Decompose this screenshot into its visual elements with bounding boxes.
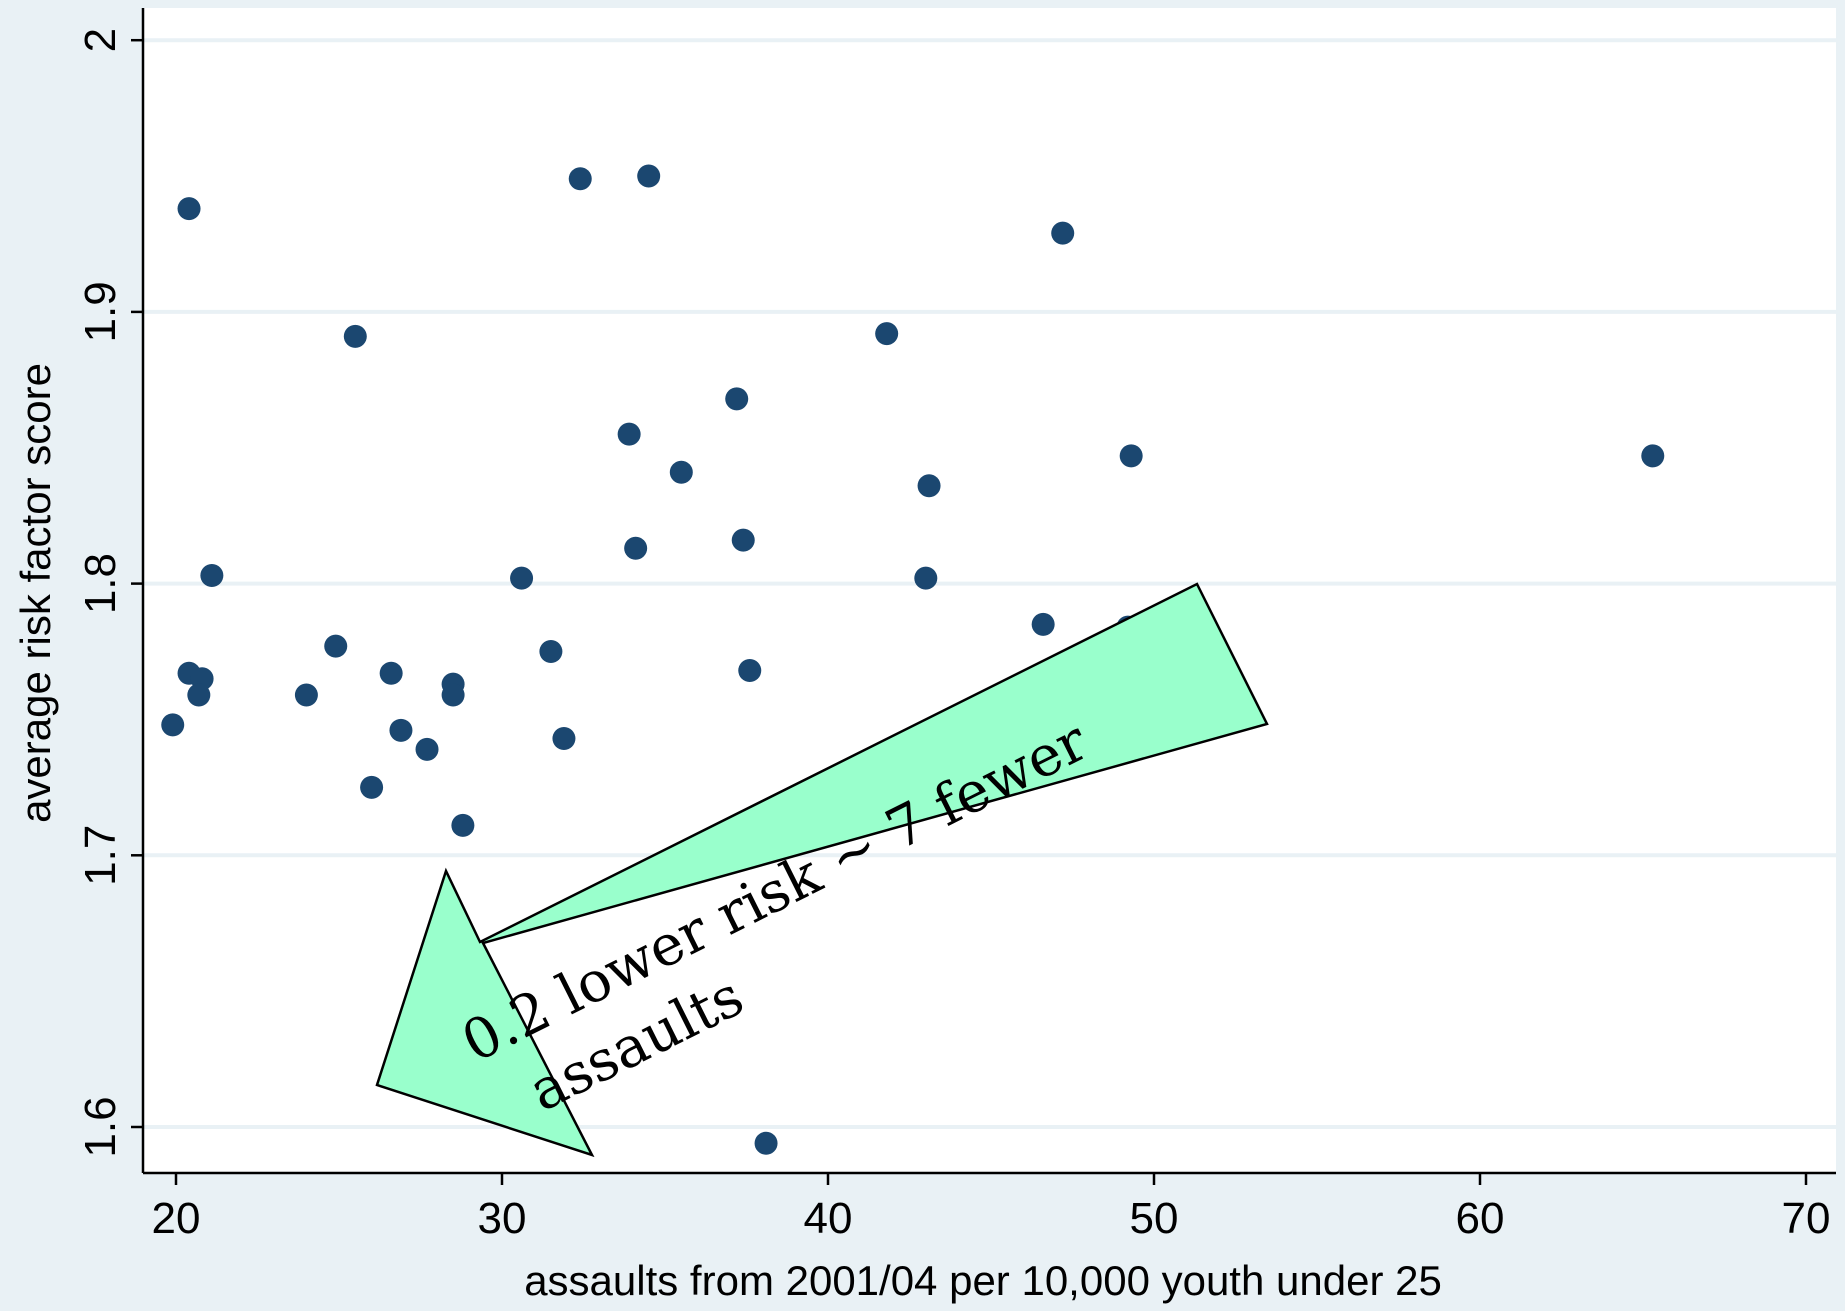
x-tick-label: 70 [1782, 1194, 1831, 1243]
scatter-point [360, 775, 384, 799]
scatter-point [552, 726, 576, 750]
scatter-point [1119, 444, 1143, 468]
axes [141, 8, 1836, 1175]
scatter-point [914, 566, 938, 590]
x-tick-label: 50 [1130, 1194, 1179, 1243]
scatter-point [669, 460, 693, 484]
scatter-point [1641, 444, 1665, 468]
x-tick-label: 30 [478, 1194, 527, 1243]
x-axis-ticks: 20 30 40 50 60 70 [152, 1173, 1831, 1243]
x-tick-label: 20 [152, 1194, 201, 1243]
grid-lines [143, 38, 1836, 1129]
scatter-point [875, 322, 899, 346]
x-axis-title: assaults from 2001/04 per 10,000 youth u… [524, 1257, 1442, 1304]
scatter-point [343, 324, 367, 348]
scatter-point [624, 536, 648, 560]
plot-area [143, 8, 1836, 1173]
scatter-point [451, 813, 475, 837]
scatter-point [568, 167, 592, 191]
y-tick-label: 1.7 [76, 825, 125, 886]
scatter-point [200, 563, 224, 587]
y-axis-title: average risk factor score [12, 363, 59, 823]
y-tick-label: 1.9 [76, 281, 125, 342]
scatter-point [917, 474, 941, 498]
scatter-point [754, 1131, 778, 1155]
y-axis-ticks: 1.6 1.7 1.8 1.9 2 [76, 28, 143, 1158]
scatter-point [738, 659, 762, 683]
y-tick-label: 2 [76, 28, 125, 52]
scatter-point [161, 713, 185, 737]
annotation-arrow [375, 582, 1269, 1158]
scatter-point [441, 683, 465, 707]
y-tick-label: 1.6 [76, 1096, 125, 1157]
scatter-point [510, 566, 534, 590]
y-tick-label: 1.8 [76, 553, 125, 614]
scatter-point [379, 661, 403, 685]
x-tick-label: 60 [1456, 1194, 1505, 1243]
scatter-point [1031, 612, 1055, 636]
scatter-point [389, 718, 413, 742]
data-points [161, 164, 1665, 1155]
scatter-point [187, 683, 211, 707]
scatter-point [415, 737, 439, 761]
scatter-point [617, 422, 641, 446]
scatter-point [294, 683, 318, 707]
scatter-point [1051, 221, 1075, 245]
scatter-point [725, 387, 749, 411]
scatter-point [539, 640, 563, 664]
scatter-point [324, 634, 348, 658]
scatter-point [637, 164, 661, 188]
x-tick-label: 40 [804, 1194, 853, 1243]
scatter-point [177, 197, 201, 221]
scatter-point [731, 528, 755, 552]
